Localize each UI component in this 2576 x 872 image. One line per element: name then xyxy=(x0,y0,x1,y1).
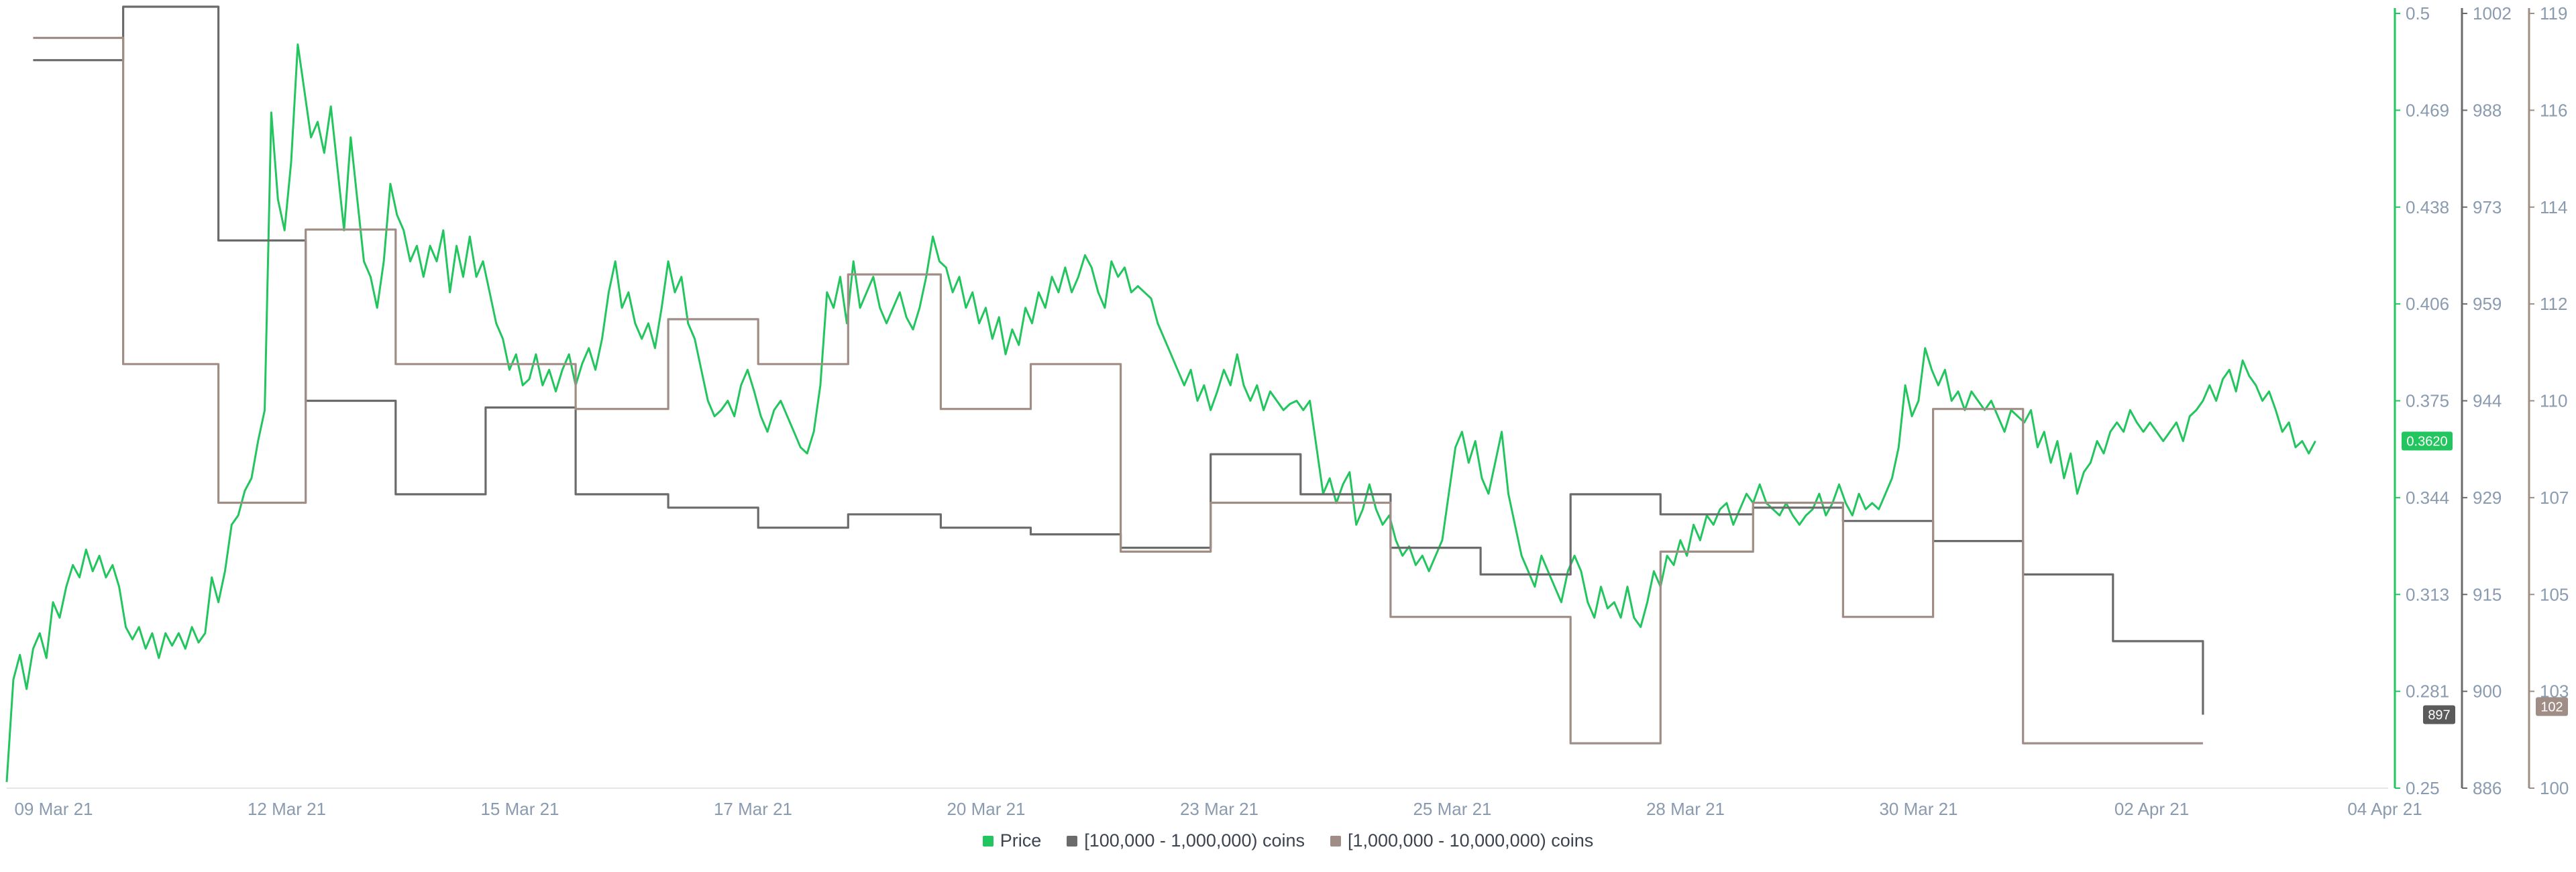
price-axis-label: 0.406 xyxy=(2406,294,2449,314)
large-axis-label: 119 xyxy=(2540,3,2567,23)
legend-item-large[interactable]: [1,000,000 - 10,000,000) coins xyxy=(1330,830,1593,851)
legend-swatch-price xyxy=(982,835,994,847)
mid-axis-label: 900 xyxy=(2473,682,2502,702)
price-value-badge: 0.3620 xyxy=(2402,431,2453,451)
badge-layer: 0.3620 897 102 xyxy=(2402,431,2568,724)
x-tick-label: 09 Mar 21 xyxy=(14,799,93,819)
price-axis-label: 0.25 xyxy=(2406,778,2440,798)
large-axis-label: 112 xyxy=(2540,294,2567,314)
large-axis-label: 114 xyxy=(2540,197,2567,217)
price-axis-label: 0.313 xyxy=(2406,584,2449,604)
legend-label-price: Price xyxy=(1000,830,1042,851)
x-tick-label: 15 Mar 21 xyxy=(480,799,559,819)
price-axis-label: 0.5 xyxy=(2406,3,2430,23)
legend-label-large: [1,000,000 - 10,000,000) coins xyxy=(1347,830,1594,851)
x-tick-label: 20 Mar 21 xyxy=(947,799,1025,819)
axis-layer: 09 Mar 21 12 Mar 21 15 Mar 21 17 Mar 21 20 M… xyxy=(14,3,2569,819)
series-line-large xyxy=(33,36,2203,745)
large-axis-label: 110 xyxy=(2540,391,2567,411)
mid-axis-label: 929 xyxy=(2473,488,2502,508)
large-value-badge-bg xyxy=(2536,697,2568,716)
x-tick-label: 30 Mar 21 xyxy=(1879,799,1957,819)
mid-value-badge: 897 xyxy=(2423,705,2455,724)
legend-label-mid: [100,000 - 1,000,000) coins xyxy=(1084,830,1305,851)
mid-axis-label: 959 xyxy=(2473,294,2502,314)
price-value-badge-bg xyxy=(2402,431,2453,451)
large-value-badge: 102 xyxy=(2536,697,2568,716)
x-tick-label: 02 Apr 21 xyxy=(2114,799,2189,819)
mid-axis-label: 944 xyxy=(2473,391,2502,411)
large-value-badge-text: 102 xyxy=(2540,700,2563,714)
x-tick-label: 25 Mar 21 xyxy=(1413,799,1491,819)
mid-axis-label: 973 xyxy=(2473,197,2502,217)
mid-axis-label: 886 xyxy=(2473,778,2502,798)
large-axis-label: 116 xyxy=(2540,100,2567,120)
x-tick-label: 04 Apr 21 xyxy=(2347,799,2422,819)
price-axis-label: 0.281 xyxy=(2406,682,2449,702)
legend-swatch-large xyxy=(1330,835,1341,847)
mid-axis-label: 1002 xyxy=(2473,3,2512,23)
legend-item-price[interactable]: Price xyxy=(982,830,1042,851)
price-value-badge-text: 0.3620 xyxy=(2406,435,2447,449)
mid-axis-label: 988 xyxy=(2473,100,2502,120)
price-axis-label: 0.469 xyxy=(2406,100,2449,120)
large-axis-label: 100 xyxy=(2540,778,2569,798)
large-axis-label: 105 xyxy=(2540,584,2569,604)
large-axis-label: 107 xyxy=(2540,488,2569,508)
mid-value-badge-text: 897 xyxy=(2428,708,2450,722)
series-layer xyxy=(5,5,2316,782)
price-axis-label: 0.375 xyxy=(2406,391,2449,411)
legend-item-mid[interactable]: [100,000 - 1,000,000) coins xyxy=(1067,830,1305,851)
legend: Price [100,000 - 1,000,000) coins [1,000… xyxy=(0,830,2576,851)
x-tick-label: 12 Mar 21 xyxy=(248,799,326,819)
series-line-mid xyxy=(33,5,2204,715)
price-axis-label: 0.438 xyxy=(2406,197,2449,217)
mid-value-badge-bg xyxy=(2423,705,2455,724)
mid-axis-label: 915 xyxy=(2473,584,2502,604)
series-line-price xyxy=(5,43,2316,782)
x-tick-label: 28 Mar 21 xyxy=(1646,799,1725,819)
price-axis-label: 0.344 xyxy=(2406,488,2449,508)
x-tick-label: 23 Mar 21 xyxy=(1180,799,1258,819)
legend-swatch-mid xyxy=(1067,835,1078,847)
x-tick-label: 17 Mar 21 xyxy=(714,799,792,819)
